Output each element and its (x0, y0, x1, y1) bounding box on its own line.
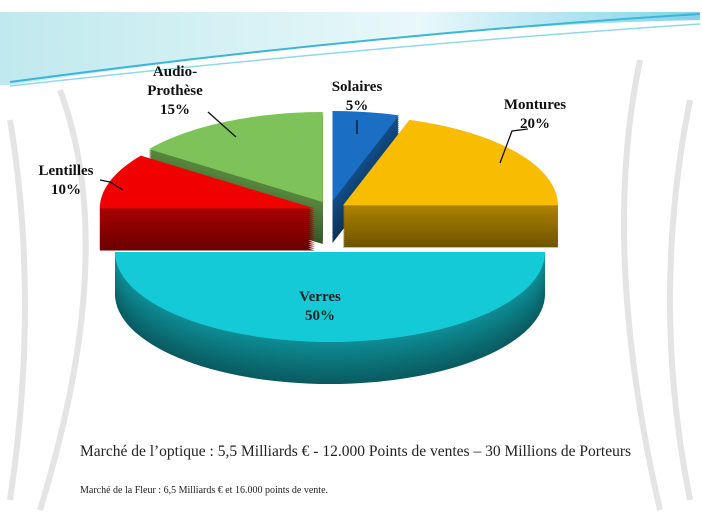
slice-label: Solaires 5% (332, 78, 383, 116)
slice (332, 110, 399, 201)
header-line (9, 23, 701, 87)
value-label: 50% (305, 308, 335, 324)
value-label: 15% (160, 102, 190, 118)
slice (342, 119, 558, 206)
category-label: Solaires (331, 79, 383, 95)
caption-note: Marché de la Fleur : 6,5 Milliards € et … (80, 485, 329, 496)
category-label: Montures (503, 97, 567, 113)
value-label: 10% (51, 182, 81, 198)
header-line (9, 13, 701, 83)
header-swoosh (0, 12, 700, 85)
slice-label: Lentilles 10% (39, 162, 94, 200)
value-label: 5% (345, 98, 369, 114)
category-label: Audio-Prothèse (147, 64, 203, 99)
value-label: 20% (519, 116, 550, 132)
slice (148, 112, 323, 203)
slice-label: Audio-Prothèse 15% (139, 63, 211, 120)
slice (99, 155, 315, 209)
slice-label: Verres 50% (299, 288, 341, 326)
pie (99, 110, 558, 384)
background-decor (7, 59, 693, 511)
category-label: Verres (299, 289, 341, 305)
slice (115, 252, 545, 342)
leader-lines (99, 111, 529, 191)
slice-label: Montures 20% (504, 96, 566, 134)
caption: Marché de l’optique : 5,5 Milliards € - … (80, 443, 632, 460)
category-label: Lentilles (38, 163, 94, 179)
